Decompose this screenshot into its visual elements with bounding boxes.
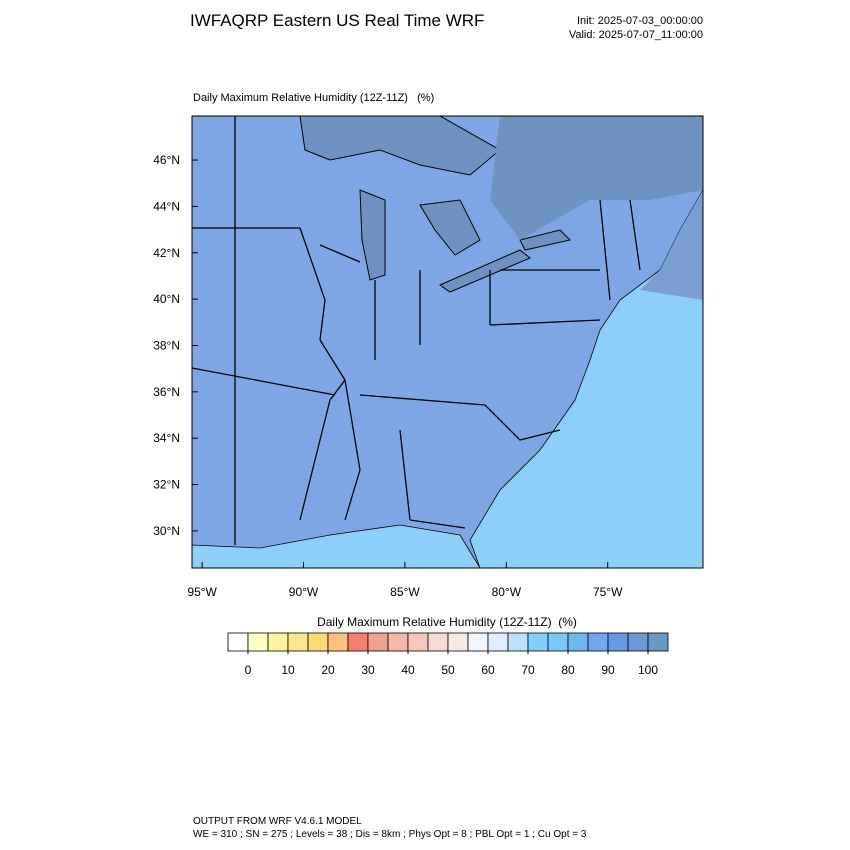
y-tick-label: 36°N	[153, 385, 180, 399]
y-tick-label: 44°N	[153, 199, 180, 213]
lake-superior	[299, 115, 501, 176]
color-box	[427, 632, 449, 652]
y-tick-label: 46°N	[153, 153, 180, 167]
color-box	[327, 632, 349, 652]
lake-huron	[419, 199, 481, 256]
colorbar-tick-label: 80	[561, 663, 575, 677]
colorbar-tick-label: 40	[401, 663, 415, 677]
color-box	[407, 632, 429, 652]
x-tick-label: 95°W	[187, 585, 217, 599]
colorbar-tick-label: 90	[601, 663, 615, 677]
y-tick-label: 30°N	[153, 524, 180, 538]
color-box	[227, 632, 249, 652]
colorbar-tick-label: 30	[361, 663, 375, 677]
color-box	[507, 632, 529, 652]
init-time: Init: 2025-07-03_00:00:00	[577, 15, 703, 27]
color-box	[447, 632, 469, 652]
title: IWFAQRP Eastern US Real Time WRF	[190, 11, 484, 30]
color-box	[487, 632, 509, 652]
footer-line: WE = 310 ; SN = 275 ; Levels = 38 ; Dis …	[193, 829, 587, 840]
y-tick-label: 34°N	[153, 431, 180, 445]
map	[191, 115, 704, 569]
y-tick-label: 38°N	[153, 338, 180, 352]
y-tick-label: 32°N	[153, 478, 180, 492]
map-frame	[191, 115, 704, 569]
color-box	[387, 632, 409, 652]
lake-michigan	[359, 189, 386, 281]
colorbar-tick-label: 10	[281, 663, 295, 677]
y-tick-label: 40°N	[153, 292, 180, 306]
valid-time: Valid: 2025-07-07_11:00:00	[569, 29, 703, 41]
color-box	[587, 632, 609, 652]
lake-erie	[438, 249, 531, 293]
colorbar-tick-label: 0	[245, 663, 252, 677]
x-tick-label: 90°W	[289, 585, 319, 599]
x-tick-label: 80°W	[492, 585, 522, 599]
colorbar-title: Daily Maximum Relative Humidity (12Z-11Z…	[317, 615, 577, 629]
color-box	[527, 632, 549, 652]
footer-line: OUTPUT FROM WRF V4.6.1 MODEL	[193, 816, 362, 827]
color-box	[547, 632, 569, 652]
y-tick-label: 42°N	[153, 246, 180, 260]
x-tick-label: 85°W	[390, 585, 420, 599]
ocean-north	[640, 190, 703, 300]
colorbar-tick-label: 60	[481, 663, 495, 677]
color-box	[247, 632, 269, 652]
color-box	[567, 632, 589, 652]
color-box	[287, 632, 309, 652]
color-box	[627, 632, 649, 652]
color-box	[467, 632, 489, 652]
state-borders	[191, 116, 641, 545]
color-box	[367, 632, 389, 652]
color-box	[267, 632, 289, 652]
canada	[490, 116, 703, 240]
colorbar-tick-label: 20	[321, 663, 335, 677]
colorbar-tick-label: 50	[441, 663, 455, 677]
lake-ontario	[519, 229, 571, 251]
color-box	[607, 632, 629, 652]
color-box	[307, 632, 329, 652]
color-box	[347, 632, 369, 652]
color-box	[647, 632, 669, 652]
x-tick-label: 75°W	[593, 585, 623, 599]
colorbar-tick-label: 70	[521, 663, 535, 677]
colorbar-tick-label: 100	[638, 663, 658, 677]
map-title: Daily Maximum Relative Humidity (12Z-11Z…	[193, 92, 434, 104]
